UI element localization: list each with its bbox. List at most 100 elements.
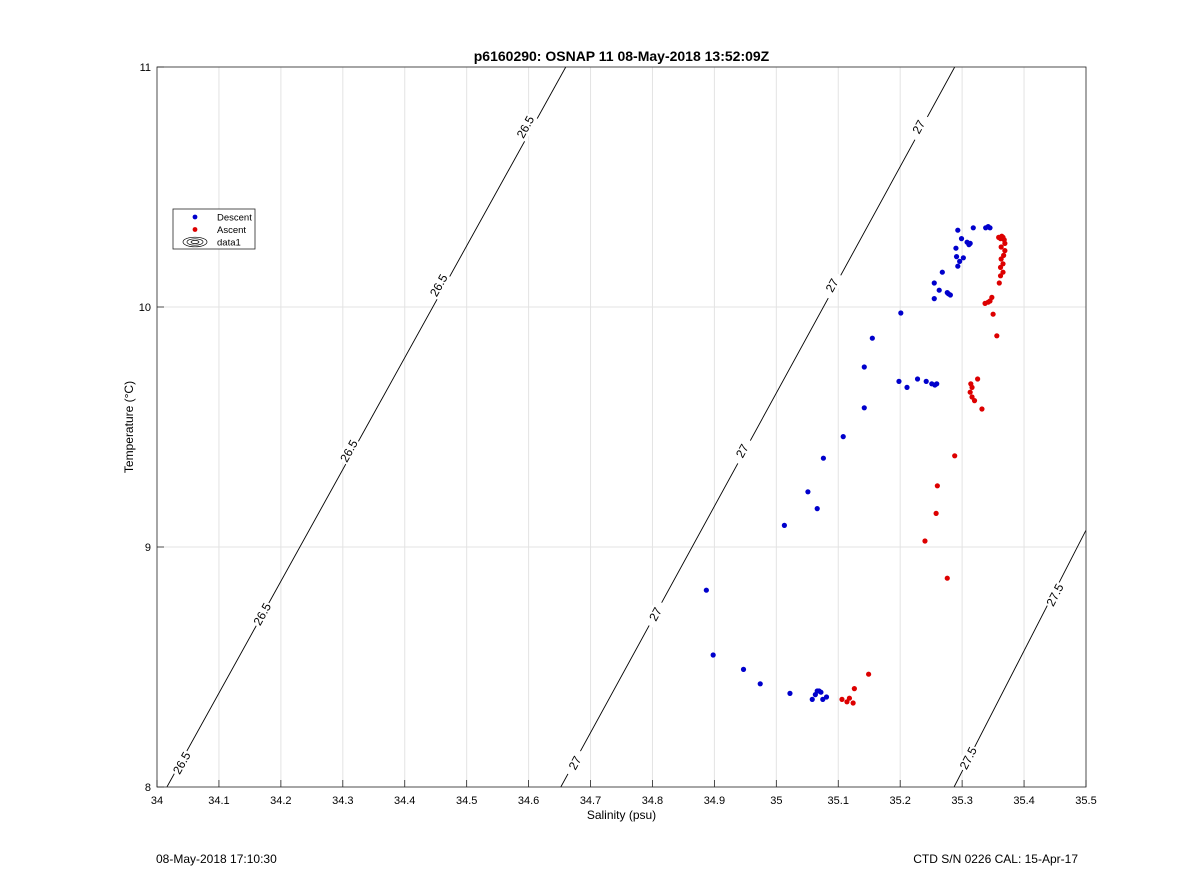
isopycnal-label: 27 bbox=[646, 605, 665, 624]
axis-ticks: 34 34.1 34.2 34.3 34.4 34.5 34.6 34.7 34.8 34.9 35… bbox=[139, 62, 1097, 807]
ascent-point bbox=[851, 686, 857, 692]
ascent-point bbox=[979, 406, 985, 412]
ascent-point bbox=[996, 280, 1002, 286]
legend-label: Ascent bbox=[217, 225, 246, 236]
data-points bbox=[703, 224, 1008, 706]
x-tick-label: 34.8 bbox=[642, 795, 663, 807]
isopycnal-label-bg bbox=[819, 270, 845, 301]
ascent-point bbox=[994, 333, 1000, 339]
descent-point bbox=[896, 378, 902, 384]
x-tick-label: 34 bbox=[151, 795, 163, 807]
y-tick-label: 10 bbox=[139, 302, 151, 314]
descent-point bbox=[805, 489, 811, 495]
descent-point bbox=[936, 287, 942, 293]
x-tick-label: 35.1 bbox=[828, 795, 849, 807]
isopycnal-label: 27 bbox=[566, 754, 585, 773]
descent-point bbox=[820, 696, 826, 703]
isopycnal-label-bg bbox=[426, 270, 452, 301]
descent-point bbox=[939, 269, 945, 275]
grid bbox=[156, 66, 1087, 788]
descent-point bbox=[710, 652, 716, 658]
footer-ctd-info: CTD S/N 0226 CAL: 15-Apr-17 bbox=[913, 852, 1078, 866]
legend-marker bbox=[192, 227, 198, 232]
ascent-point bbox=[952, 453, 958, 459]
x-tick-label: 34.7 bbox=[580, 795, 601, 807]
legend-label: data1 bbox=[217, 238, 241, 249]
descent-point bbox=[967, 240, 973, 246]
ascent-point bbox=[975, 376, 981, 382]
chart-title: p6160290: OSNAP 11 08-May-2018 13:52:09Z bbox=[474, 48, 770, 64]
descent-point bbox=[757, 681, 763, 687]
legend-box bbox=[172, 208, 256, 250]
isopycnal-label-bg bbox=[643, 599, 668, 629]
ascent-point bbox=[1001, 252, 1007, 258]
descent-point bbox=[898, 310, 904, 316]
ascent-point bbox=[998, 244, 1004, 250]
ascent-point bbox=[839, 696, 845, 703]
isopycnal-line bbox=[953, 529, 1086, 787]
ascent-point bbox=[1000, 261, 1006, 267]
descent-point bbox=[818, 689, 824, 695]
descent-point bbox=[914, 376, 921, 382]
descent-point bbox=[953, 245, 959, 251]
descent-point bbox=[787, 690, 793, 697]
y-axis-label: Temperature (°C) bbox=[122, 381, 136, 473]
x-tick-label: 35.4 bbox=[1013, 795, 1034, 807]
descent-point bbox=[781, 522, 787, 529]
descent-point bbox=[934, 381, 940, 387]
legend-contour-marker bbox=[186, 238, 204, 246]
descent-point bbox=[947, 292, 953, 298]
descent-point bbox=[740, 666, 747, 673]
ascent-point bbox=[922, 538, 928, 544]
descent-point bbox=[955, 263, 961, 269]
ascent-point bbox=[934, 483, 940, 489]
descent-point bbox=[861, 364, 867, 370]
legend-label: Descent bbox=[217, 213, 252, 224]
isopycnal-label-bg bbox=[1042, 580, 1068, 610]
y-tick-label: 11 bbox=[140, 62, 151, 74]
ascent-point bbox=[967, 389, 973, 395]
descent-point bbox=[953, 254, 960, 260]
descent-point bbox=[809, 696, 815, 703]
isopycnal-label-bg bbox=[513, 112, 538, 142]
descent-point bbox=[861, 405, 867, 411]
isopycnal-label-bg bbox=[169, 748, 195, 778]
isopycnal-label-bg bbox=[729, 436, 755, 466]
ascent-point bbox=[850, 700, 856, 706]
ascent-point bbox=[968, 381, 974, 387]
isopycnal-line bbox=[166, 67, 567, 787]
isopycnal-label: 27 bbox=[823, 276, 842, 295]
y-tick-label: 8 bbox=[145, 782, 151, 794]
ascent-point bbox=[989, 294, 995, 300]
ascent-point bbox=[1000, 234, 1006, 240]
x-tick-label: 34.2 bbox=[270, 795, 291, 807]
footer-timestamp: 08-May-2018 17:10:30 bbox=[156, 852, 277, 866]
x-tick-label: 34.3 bbox=[332, 795, 353, 807]
descent-point bbox=[904, 384, 910, 390]
ascent-point bbox=[933, 510, 939, 516]
isopycnal-label-bg bbox=[956, 743, 981, 773]
isopycnal-label: 27 bbox=[909, 118, 928, 137]
axes-box bbox=[156, 66, 1087, 788]
descent-point bbox=[931, 280, 937, 286]
x-tick-label: 35.3 bbox=[951, 795, 972, 807]
descent-point bbox=[869, 335, 875, 341]
isopycnal-line bbox=[560, 67, 956, 787]
descent-point bbox=[923, 378, 929, 384]
descent-point bbox=[820, 455, 827, 461]
descent-point bbox=[957, 258, 963, 264]
x-tick-label: 34.6 bbox=[518, 795, 539, 807]
ascent-point bbox=[944, 575, 950, 581]
ascent-point bbox=[1002, 248, 1008, 254]
descent-point bbox=[840, 434, 846, 440]
ascent-point bbox=[1000, 269, 1006, 275]
x-tick-label: 34.1 bbox=[208, 795, 229, 807]
y-tick-label: 9 bbox=[145, 542, 151, 554]
descent-point bbox=[823, 694, 830, 700]
x-tick-label: 34.9 bbox=[704, 795, 725, 807]
ascent-point bbox=[846, 695, 853, 701]
descent-point bbox=[960, 255, 966, 261]
